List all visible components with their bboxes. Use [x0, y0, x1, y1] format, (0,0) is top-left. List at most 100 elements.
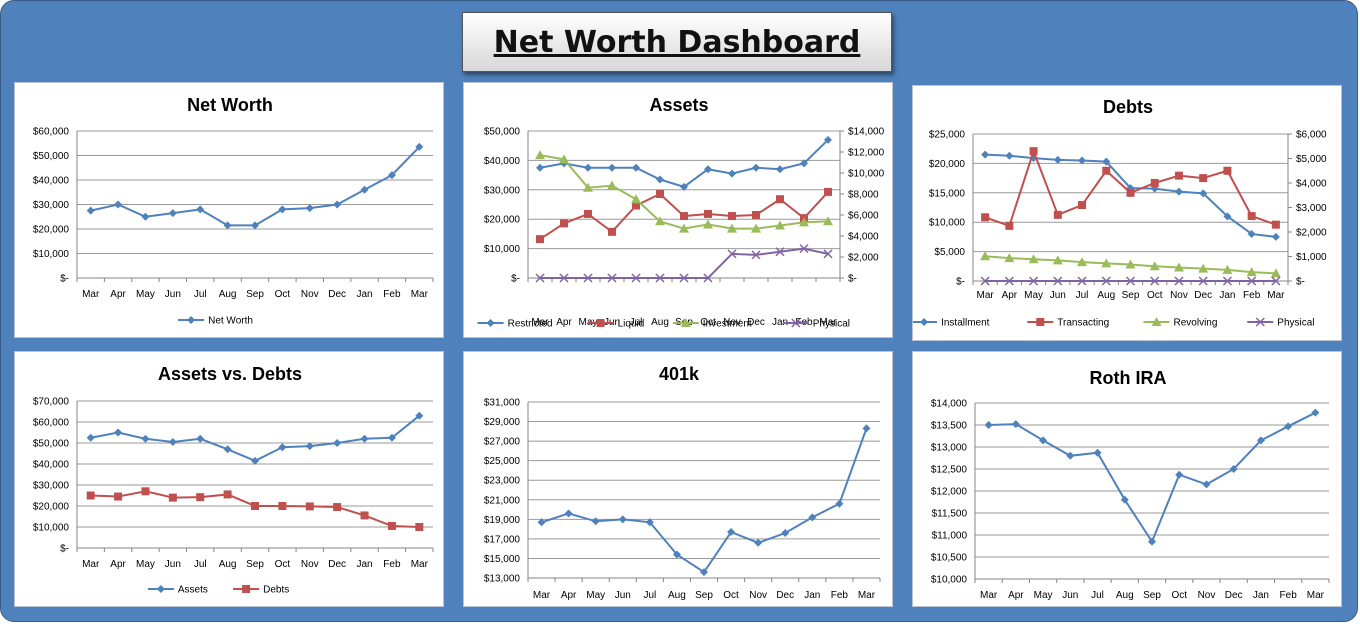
data-point — [1052, 255, 1063, 265]
data-point — [536, 235, 544, 244]
y-tick-label: $30,000 — [484, 185, 521, 196]
y2-tick-label: $2,000 — [1296, 228, 1327, 239]
x-tick-label: Feb — [383, 289, 401, 300]
chart-roth-ira: Roth IRA $10,000 $10,500 $11,000 $11,500 $12,… — [931, 368, 1330, 601]
y-tick-label: $10,500 — [931, 553, 968, 564]
data-point — [141, 434, 150, 443]
data-point — [1101, 276, 1111, 286]
y2-tick-label: $2,000 — [848, 253, 879, 264]
x-tick-label: Nov — [301, 289, 319, 300]
data-point — [305, 442, 314, 451]
y-tick-label: $21,000 — [484, 495, 521, 506]
y-tick-label: $70,000 — [33, 397, 70, 408]
data-point — [1078, 156, 1087, 165]
series-physical — [535, 244, 833, 283]
x-tick-label: Oct — [275, 289, 291, 300]
y2-tick-label: $3,000 — [1296, 203, 1327, 214]
data-point — [564, 509, 573, 518]
x-tick-label: Aug — [651, 317, 669, 328]
x-tick-label: Mar — [533, 590, 551, 601]
x-tick-label: May — [136, 559, 155, 570]
x-tick-label: Jul — [194, 289, 207, 300]
x-tick-label: Oct — [723, 590, 739, 601]
data-point — [387, 521, 396, 530]
chart-panel-assets-vs-debts: Assets vs. Debts $- $10,000 $20,000 $30,000 $… — [14, 351, 444, 607]
y-tick-label: $25,000 — [929, 130, 966, 141]
data-point-b — [775, 247, 785, 257]
data-point — [1175, 470, 1184, 479]
data-point — [799, 217, 809, 227]
data-point — [727, 223, 737, 233]
legend-item: Transacting — [1027, 318, 1109, 329]
y-tick-label: $10,000 — [484, 244, 521, 255]
data-point — [1198, 263, 1209, 273]
data-point — [360, 511, 369, 520]
data-point — [387, 171, 396, 180]
data-point — [1004, 253, 1015, 263]
data-point — [559, 154, 569, 164]
legend-item: Installment — [913, 318, 990, 329]
x-tick-label: Apr — [1002, 290, 1018, 301]
legend-marker-b — [791, 318, 801, 328]
x-tick-label: Mar — [980, 590, 998, 601]
chart-assets: Assets $- $10,000 $20,000 $30,000 $40,000 $50,… — [477, 95, 885, 330]
y-tick-label: $40,000 — [33, 460, 70, 471]
data-point — [360, 434, 369, 443]
data-point — [981, 213, 990, 222]
y-tick-label: $27,000 — [484, 437, 521, 448]
data-point — [141, 487, 150, 496]
chart-401k: 401k $13,000 $15,000 $17,000 $19,000 $21,000 $… — [484, 364, 881, 601]
data-point — [751, 250, 761, 260]
data-point — [656, 175, 664, 184]
data-point — [980, 251, 991, 261]
data-point — [1223, 212, 1232, 221]
data-point-b — [1125, 276, 1136, 286]
legend-item: Physical — [1247, 317, 1315, 329]
x-tick-label: Mar — [82, 289, 100, 300]
y-tick-label: $11,000 — [932, 531, 968, 542]
data-point — [631, 194, 641, 204]
data-point — [700, 568, 708, 577]
data-point — [775, 220, 785, 230]
data-point — [632, 201, 640, 210]
data-point — [1149, 261, 1160, 271]
x-tick-label: Feb — [1280, 590, 1298, 601]
chart-title: Assets — [649, 95, 708, 115]
data-point-b — [655, 273, 665, 283]
y-tick-label: $19,000 — [484, 515, 521, 526]
data-point — [680, 182, 688, 191]
legend-item: Debts — [233, 585, 289, 596]
data-point — [704, 209, 712, 218]
x-tick-label: Mar — [976, 290, 994, 301]
x-tick-label: Jul — [1091, 590, 1104, 601]
data-point — [1028, 254, 1039, 264]
legend-marker — [156, 585, 165, 593]
y-tick-label: $15,000 — [484, 554, 521, 565]
data-point — [168, 493, 177, 502]
data-point — [1011, 420, 1020, 429]
y2-tick-label: $- — [848, 274, 857, 285]
data-point — [1222, 264, 1233, 274]
legend-item: Investment — [672, 318, 752, 330]
data-point — [251, 456, 259, 465]
legend-label: Investment — [703, 319, 752, 330]
y2-tick-label: $6,000 — [848, 211, 879, 222]
data-point — [278, 205, 287, 214]
data-point — [1271, 232, 1280, 241]
legend-marker — [187, 316, 196, 324]
y-tick-label: $31,000 — [484, 398, 521, 409]
x-tick-label: Apr — [110, 289, 126, 300]
y-tick-label: $10,000 — [33, 523, 70, 534]
y-tick-label: $20,000 — [484, 215, 521, 226]
legend-label: Restricted — [508, 319, 553, 330]
data-point — [862, 424, 871, 433]
data-point — [800, 159, 808, 168]
data-point — [168, 209, 177, 218]
data-point — [799, 244, 809, 254]
x-tick-label: Jun — [1050, 290, 1066, 301]
data-point — [168, 437, 177, 446]
data-point-b — [1053, 276, 1063, 286]
series-line — [537, 424, 871, 577]
data-point — [823, 216, 833, 226]
chart-title: Assets vs. Debts — [158, 364, 302, 384]
